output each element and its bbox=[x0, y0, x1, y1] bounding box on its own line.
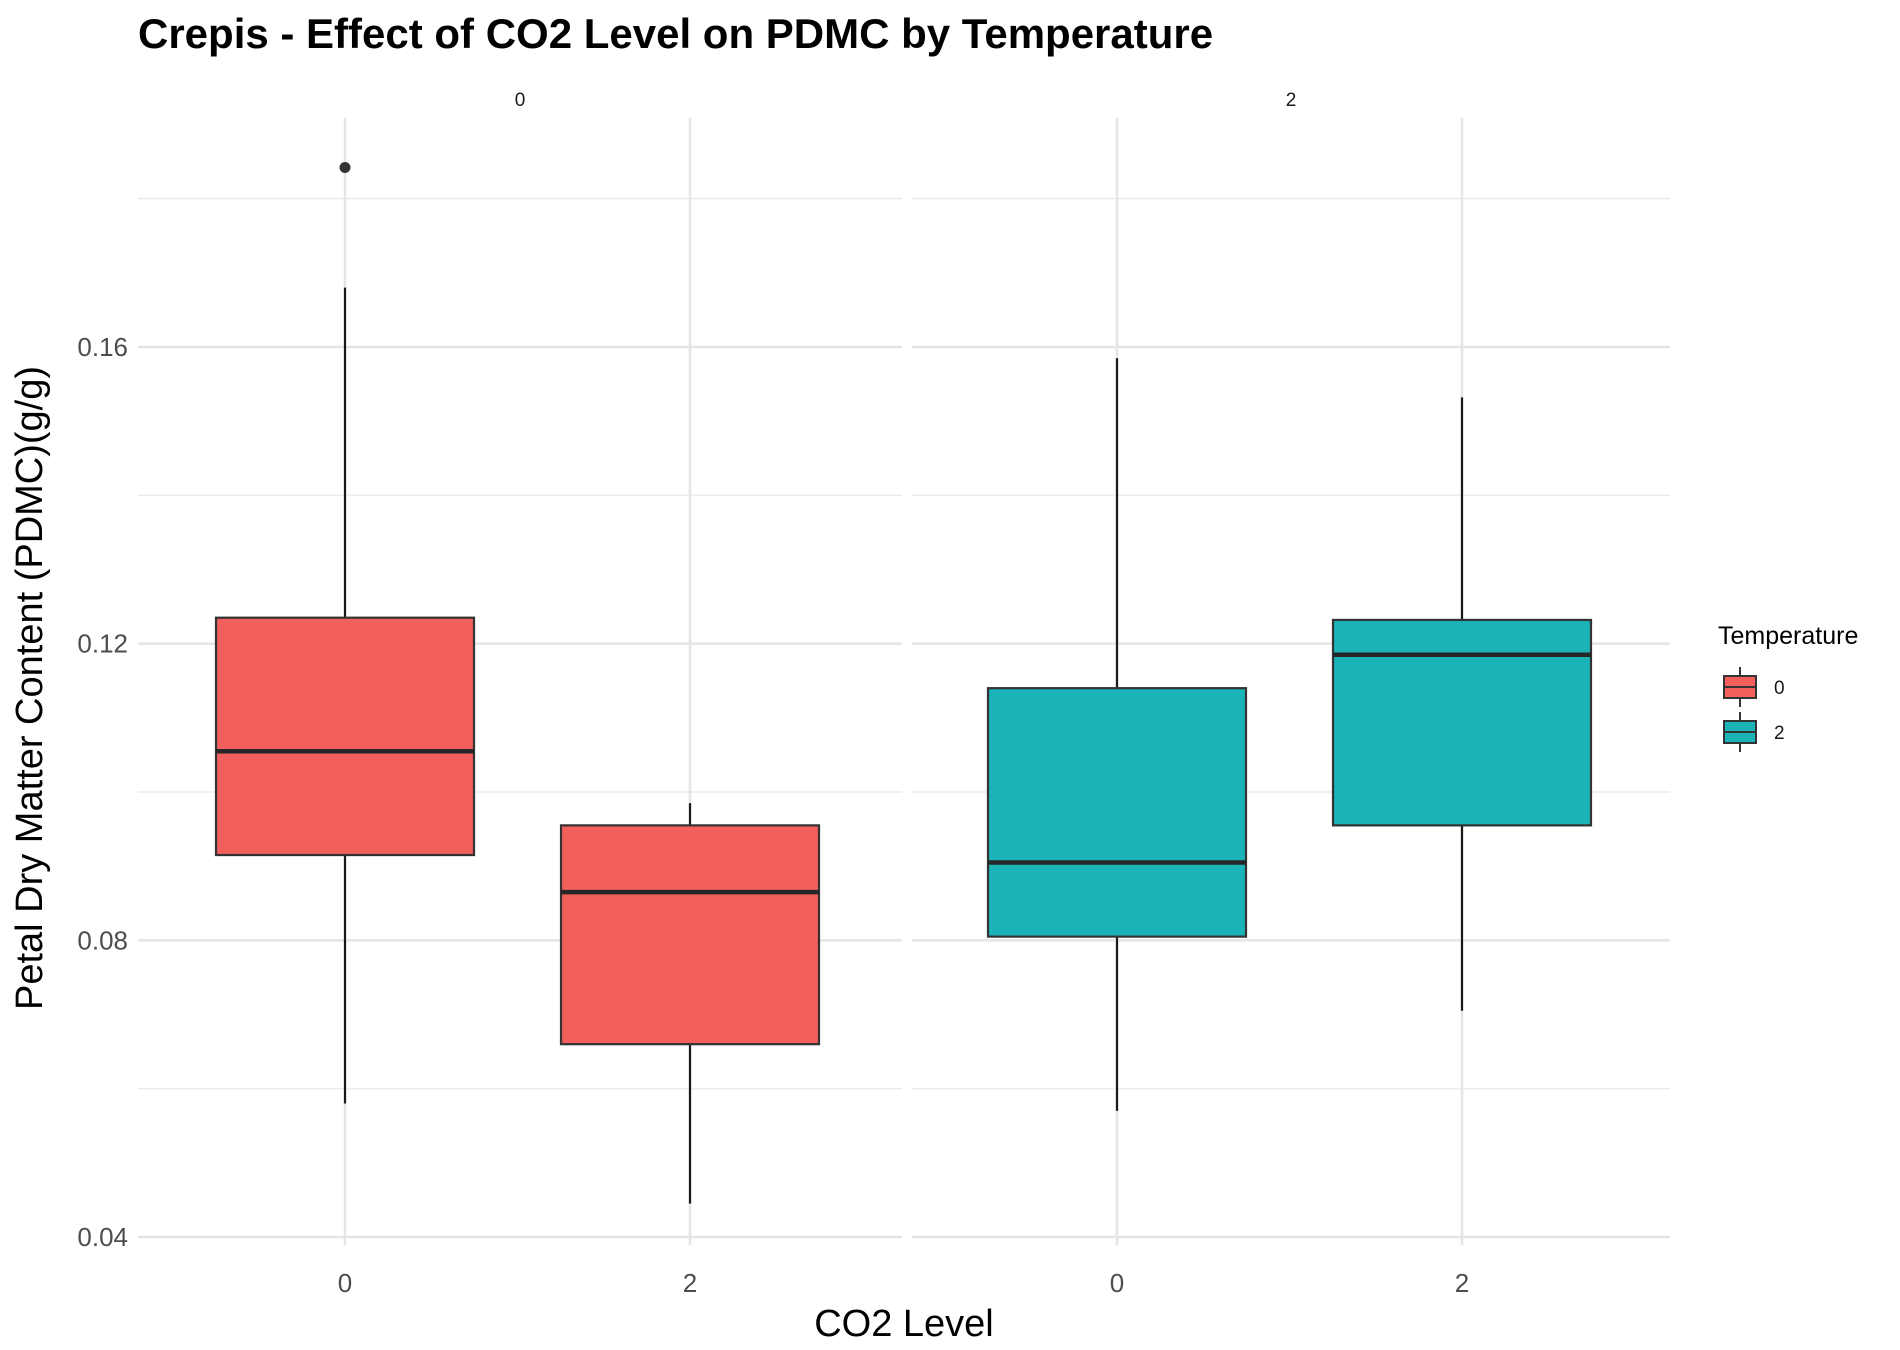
legend-label: 0 bbox=[1774, 678, 1785, 699]
box-layer bbox=[214, 162, 1593, 1204]
y-axis-ticks: 0.04 0.08 0.12 0.16 bbox=[77, 332, 128, 1252]
chart-title: Crepis - Effect of CO2 Level on PDMC by … bbox=[138, 10, 1213, 57]
facet-strip-label: 2 bbox=[1286, 90, 1297, 111]
box-iqr bbox=[986, 687, 1248, 938]
x-axis-title: CO2 Level bbox=[814, 1303, 994, 1345]
y-tick-label: 0.12 bbox=[77, 629, 128, 659]
legend-label: 2 bbox=[1774, 723, 1785, 744]
x-tick-label: 2 bbox=[1455, 1268, 1469, 1298]
legend-title: Temperature bbox=[1718, 622, 1858, 650]
y-tick-label: 0.16 bbox=[77, 332, 128, 362]
y-tick-label: 0.04 bbox=[77, 1222, 128, 1252]
y-axis-title: Petal Dry Matter Content (PDMC)(g/g) bbox=[9, 366, 51, 1010]
x-axis-ticks: 0 2 0 2 bbox=[338, 1268, 1469, 1298]
x-tick-label: 0 bbox=[338, 1268, 352, 1298]
outlier-point bbox=[339, 162, 351, 174]
box-iqr bbox=[559, 824, 821, 1046]
y-tick-label: 0.08 bbox=[77, 925, 128, 955]
x-tick-label: 0 bbox=[1110, 1268, 1124, 1298]
legend-entries: 02 bbox=[1723, 667, 1785, 752]
x-tick-label: 2 bbox=[683, 1268, 697, 1298]
box-iqr bbox=[1331, 618, 1593, 827]
legend: Temperature 02 bbox=[1718, 622, 1858, 752]
box-iqr bbox=[214, 616, 476, 857]
facet-strip-label: 0 bbox=[515, 90, 526, 111]
